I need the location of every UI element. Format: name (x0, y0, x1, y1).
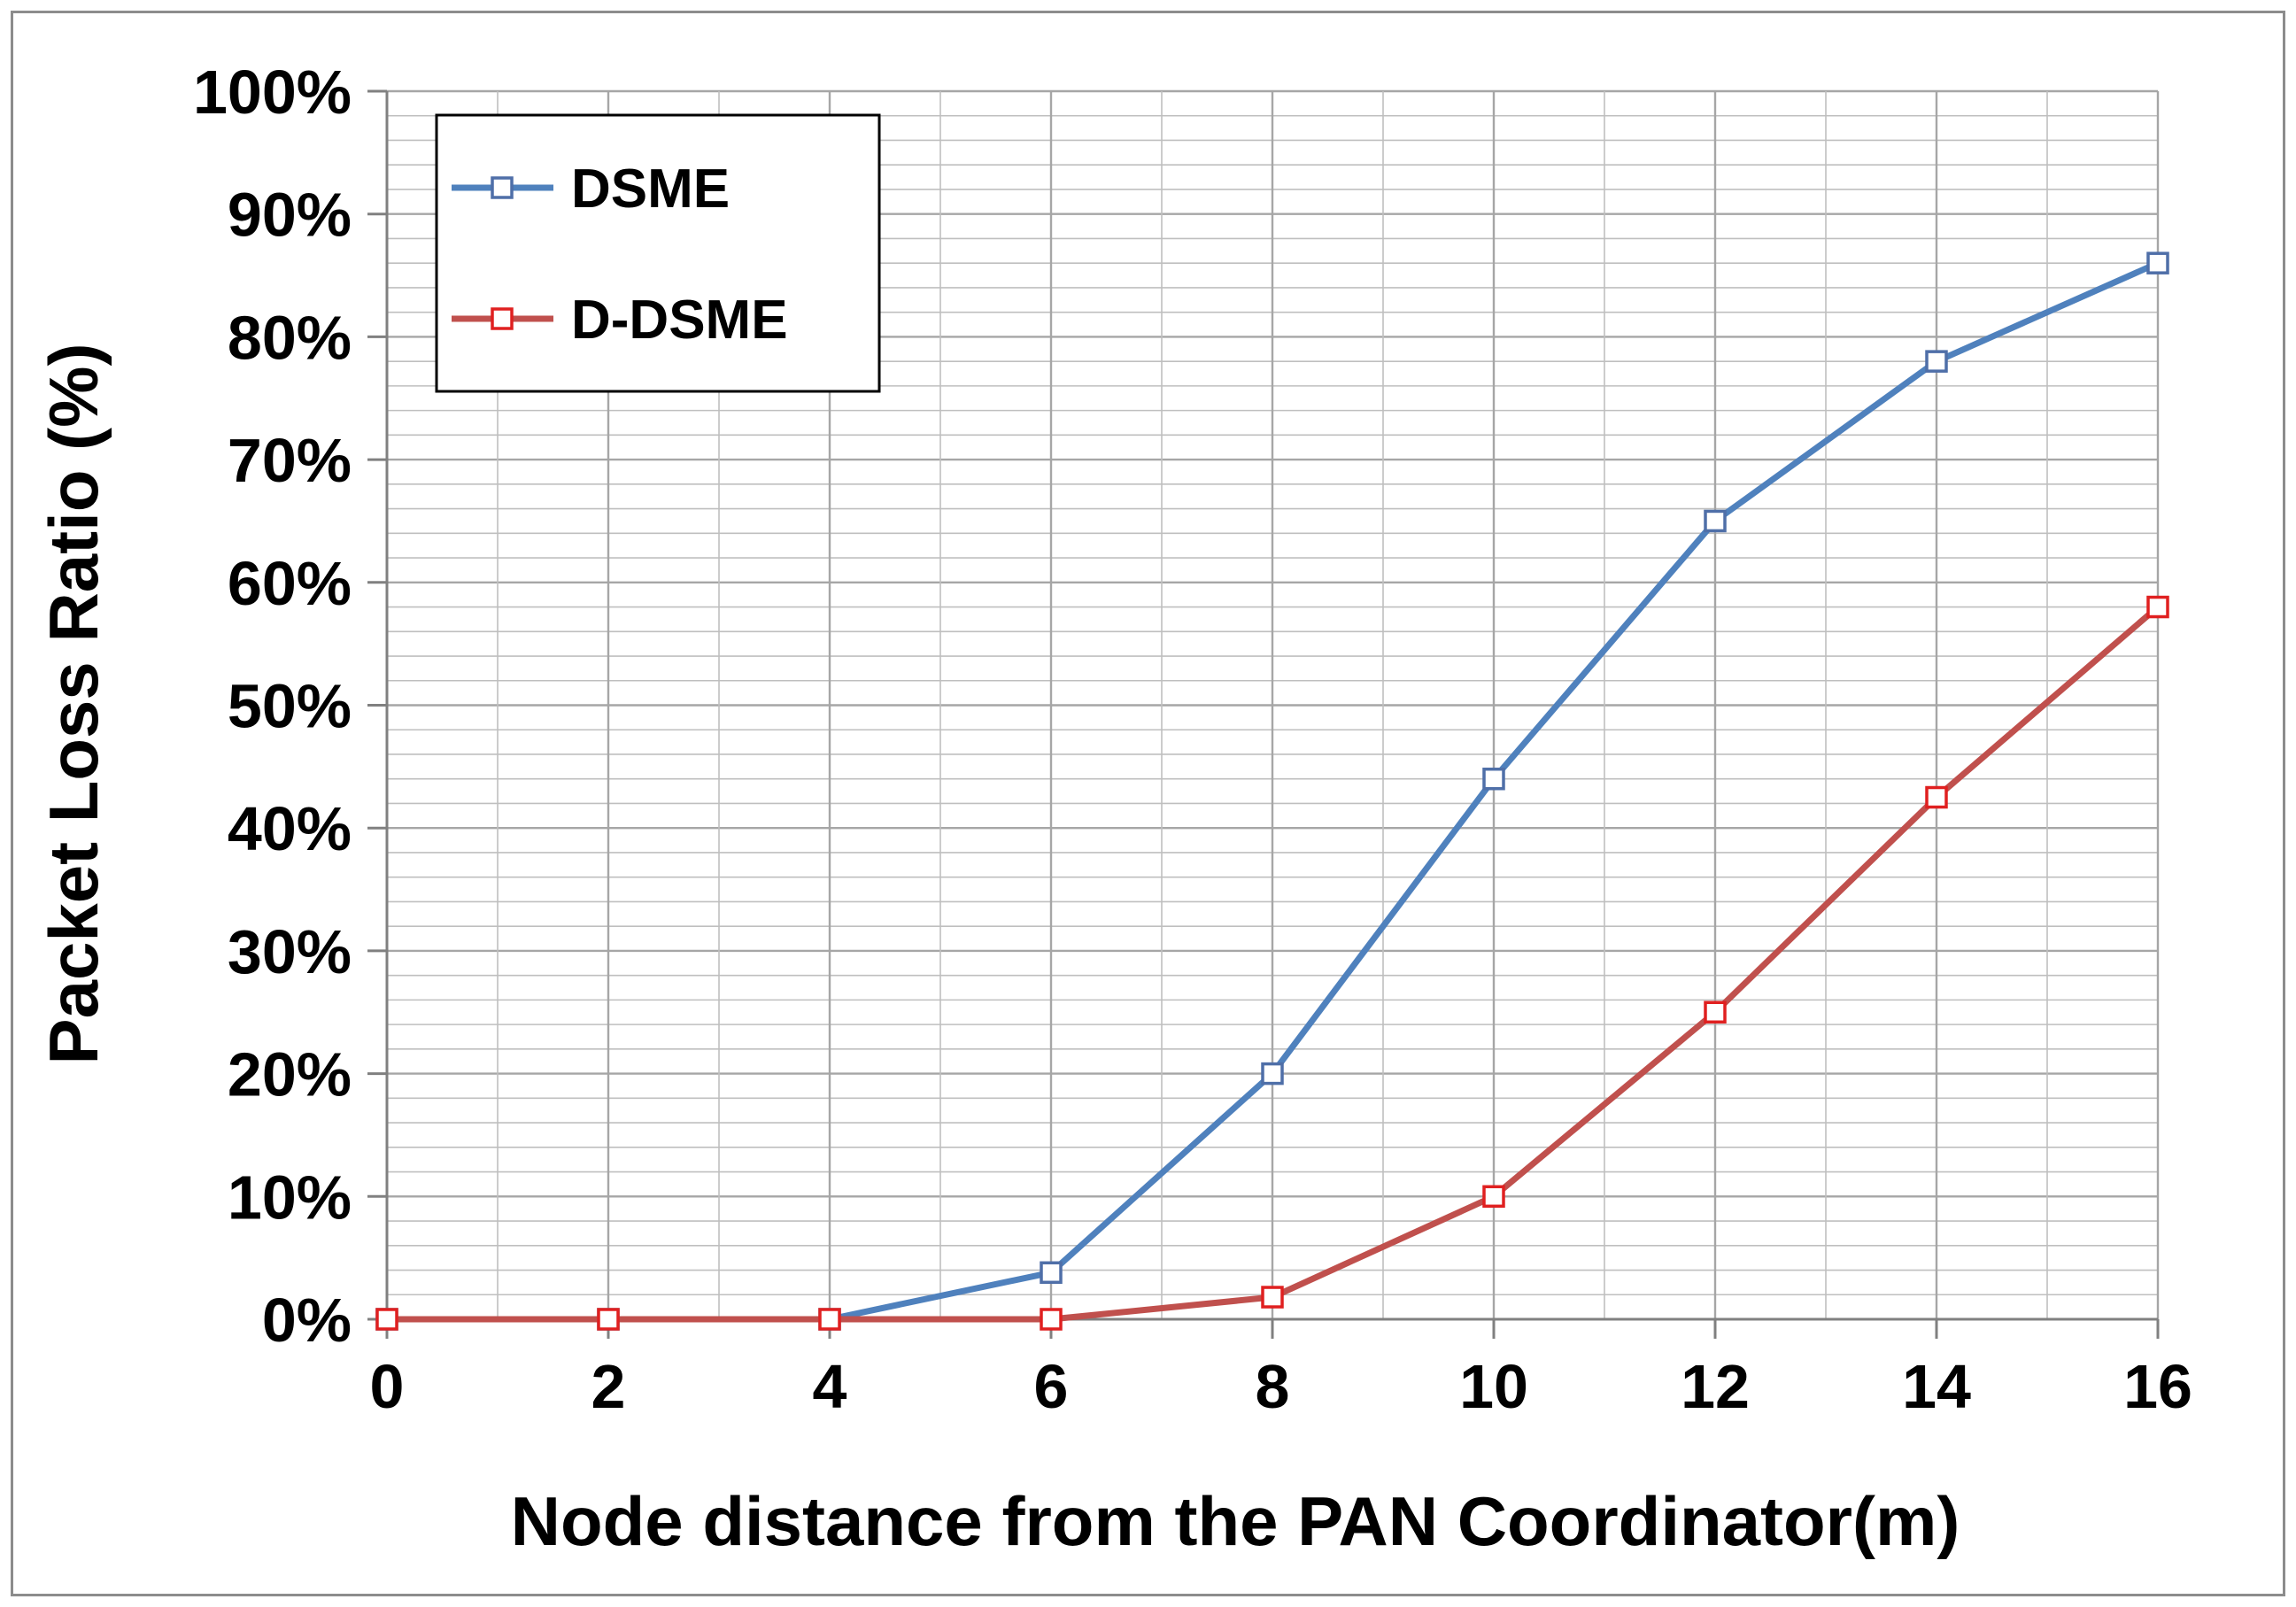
y-tick-label: 100% (193, 58, 352, 127)
data-point-marker (2146, 595, 2169, 619)
x-tick-label: 0 (370, 1352, 405, 1421)
legend-swatch-marker (491, 307, 514, 330)
legend-label: DSME (571, 158, 730, 220)
tick-labels: 0 2 4 6 8 10 12 14 16 0% 10% 20% 30% 40% 50% 60% 70% 80% 9… (193, 58, 2192, 1421)
data-point-marker (1040, 1308, 1063, 1331)
x-tick-label: 14 (1902, 1352, 1971, 1421)
data-point-marker (375, 1308, 398, 1331)
data-point-marker (818, 1308, 841, 1331)
y-axis-title: Packet Loss Ratio (%) (35, 344, 112, 1065)
data-point-marker (1704, 1001, 1727, 1024)
x-tick-label: 12 (1681, 1352, 1750, 1421)
data-point-marker (597, 1308, 620, 1331)
legend-label: D-DSME (571, 290, 788, 351)
x-tick-label: 4 (813, 1352, 847, 1421)
y-tick-label: 90% (228, 181, 352, 250)
y-tick-label: 80% (228, 303, 352, 372)
series-d-dsme (375, 595, 2169, 1331)
x-tick-label: 8 (1256, 1352, 1290, 1421)
y-tick-label: 0% (262, 1286, 352, 1355)
x-tick-label: 10 (1459, 1352, 1528, 1421)
y-tick-label: 40% (228, 794, 352, 863)
data-point-marker (1704, 509, 1727, 533)
series-lines (375, 251, 2169, 1331)
y-tick-label: 70% (228, 426, 352, 495)
x-axis-title: Node distance from the PAN Coordinator(m… (511, 1482, 1960, 1560)
y-tick-label: 30% (228, 917, 352, 986)
y-tick-label: 20% (228, 1040, 352, 1109)
data-point-marker (1482, 767, 1505, 791)
data-point-marker (1925, 785, 1948, 809)
data-point-marker (1482, 1185, 1505, 1209)
y-tick-label: 60% (228, 549, 352, 618)
data-point-marker (2146, 251, 2169, 274)
legend-swatch-marker (491, 176, 514, 199)
data-point-marker (1261, 1286, 1284, 1309)
y-tick-label: 50% (228, 672, 352, 741)
y-tick-label: 10% (228, 1163, 352, 1232)
data-point-marker (1040, 1261, 1063, 1285)
data-point-marker (1261, 1062, 1284, 1085)
x-tick-label: 2 (591, 1352, 626, 1421)
legend-box (435, 113, 881, 393)
x-tick-label: 16 (2123, 1352, 2192, 1421)
x-tick-label: 6 (1034, 1352, 1069, 1421)
data-point-marker (1925, 350, 1948, 373)
legend: DSME D-DSME (435, 113, 881, 393)
